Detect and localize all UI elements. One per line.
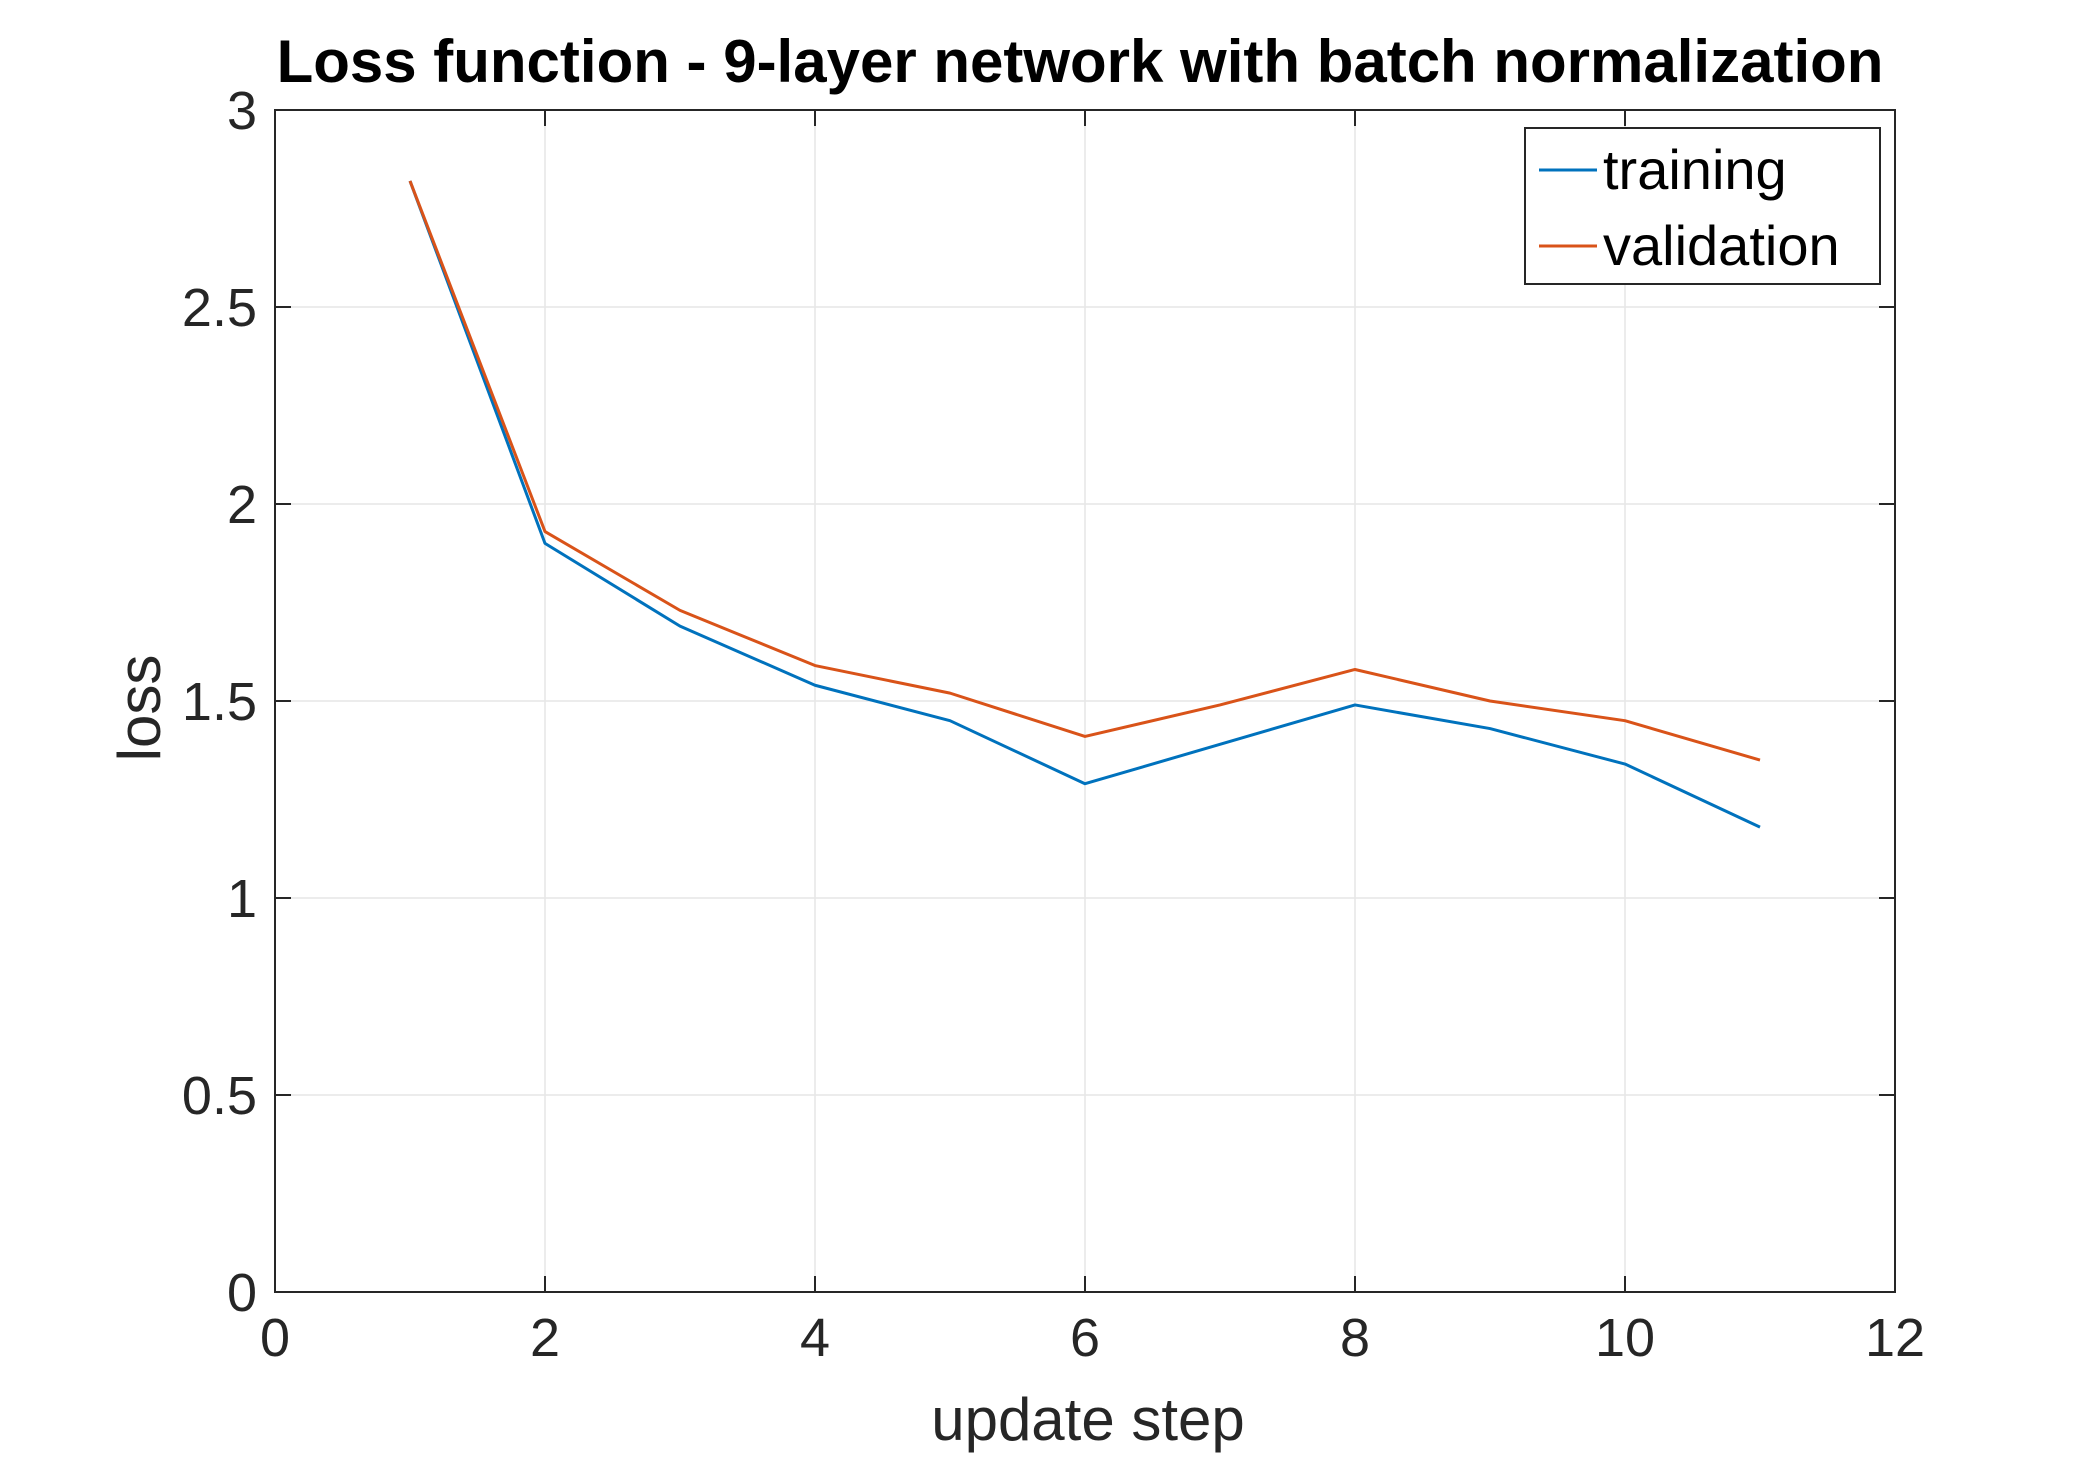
legend-label-training: training [1603, 138, 1787, 201]
series-line-validation [408, 180, 1761, 762]
x-tick-label: 2 [530, 1308, 560, 1368]
x-tick-label: 0 [260, 1308, 290, 1368]
grid-lines [275, 110, 1895, 1292]
x-tick-label: 4 [800, 1308, 830, 1368]
y-tick-label: 2 [227, 475, 257, 535]
axis-ticks: 0 2 4 6 8 10 12 0 0.5 1 1.5 2 2.5 3 [182, 81, 1925, 1368]
series-line-training [408, 180, 1761, 829]
y-tick-label: 3 [227, 81, 257, 141]
legend-box [1524, 127, 1881, 285]
y-tick-label: 1 [227, 869, 257, 929]
x-tick-label: 12 [1865, 1308, 1925, 1368]
x-tick-label: 6 [1070, 1308, 1100, 1368]
legend-label-validation: validation [1603, 214, 1840, 277]
x-axis-label: update step [931, 1386, 1245, 1453]
x-tick-label: 8 [1340, 1308, 1370, 1368]
legend: training validation [1524, 127, 1881, 285]
y-tick-label: 0.5 [182, 1066, 257, 1126]
y-tick-label: 0 [227, 1263, 257, 1323]
y-tick-label: 1.5 [182, 672, 257, 732]
chart-title: Loss function - 9-layer network with bat… [277, 28, 1884, 95]
y-tick-label: 2.5 [182, 278, 257, 338]
x-tick-label: 10 [1595, 1308, 1655, 1368]
series-lines [408, 180, 1761, 829]
y-axis-label: loss [106, 655, 173, 762]
